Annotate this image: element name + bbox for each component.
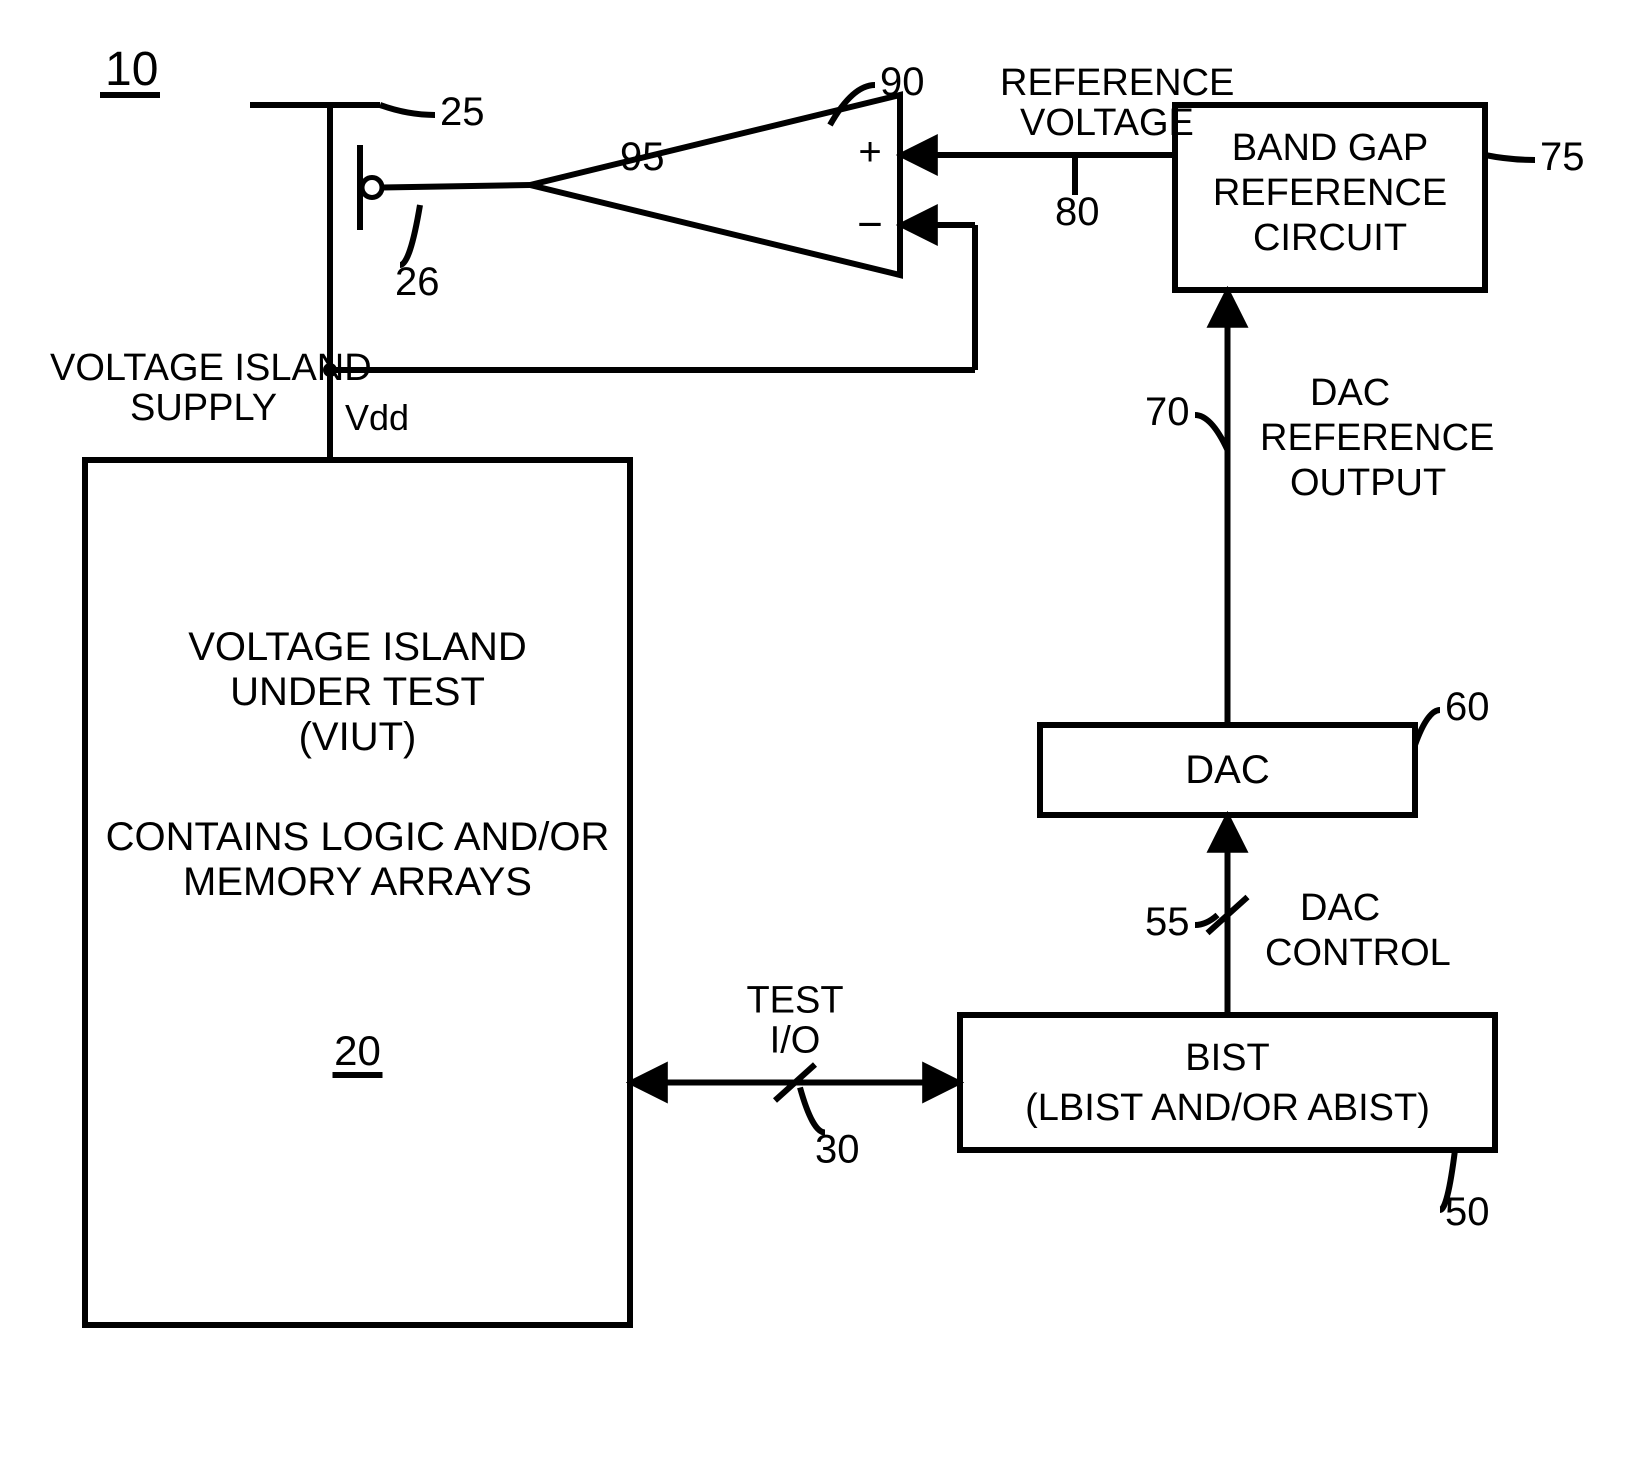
label-dacref-1: DAC: [1310, 372, 1390, 414]
label-testio-1: TEST: [746, 980, 843, 1022]
ref-60: 60: [1445, 685, 1490, 729]
ref-95: 95: [620, 135, 665, 179]
leader-26: [400, 205, 420, 265]
mosfet-bubble: [362, 178, 382, 198]
ref-70: 70: [1145, 390, 1190, 434]
label-vdd: Vdd: [345, 397, 409, 438]
label-dacref-2: REFERENCE: [1260, 417, 1494, 459]
label-vis-1: VOLTAGE ISLAND: [50, 347, 372, 389]
bist-box: [960, 1015, 1495, 1150]
ref-55: 55: [1145, 900, 1190, 944]
bist-text-2: (LBIST AND/OR ABIST): [1025, 1087, 1430, 1129]
ref-80: 80: [1055, 190, 1100, 234]
label-daccontrol-2: CONTROL: [1265, 932, 1451, 974]
leader-25: [380, 105, 435, 115]
leader-60: [1415, 710, 1440, 745]
label-refv-2: VOLTAGE: [1020, 102, 1194, 144]
bandgap-text-1: BAND GAP: [1232, 127, 1428, 169]
leader-75: [1485, 155, 1535, 160]
label-testio-2: I/O: [770, 1020, 821, 1062]
bandgap-text-3: CIRCUIT: [1253, 217, 1407, 259]
label-vis-2: SUPPLY: [130, 387, 277, 429]
ref-25: 25: [440, 90, 485, 134]
ref-90: 90: [880, 60, 925, 104]
ref-75: 75: [1540, 135, 1585, 179]
leader-30: [800, 1088, 825, 1133]
viut-text-5: MEMORY ARRAYS: [183, 860, 532, 904]
bist-text-1: BIST: [1185, 1037, 1269, 1079]
ref-50: 50: [1445, 1190, 1490, 1234]
viut-text-3: (VIUT): [299, 715, 417, 759]
wire-opamp-out: [382, 185, 530, 188]
label-dacref-3: OUTPUT: [1290, 462, 1446, 504]
figure-ref-10: 10: [105, 43, 158, 96]
opamp-plus: +: [858, 130, 881, 174]
viut-text-1: VOLTAGE ISLAND: [188, 625, 527, 669]
viut-text-2: UNDER TEST: [230, 670, 485, 714]
bandgap-text-2: REFERENCE: [1213, 172, 1447, 214]
dac-text: DAC: [1185, 748, 1269, 792]
opamp-triangle: [530, 95, 900, 275]
label-daccontrol-1: DAC: [1300, 887, 1380, 929]
viut-ref-20: 20: [334, 1027, 381, 1074]
viut-text-4: CONTAINS LOGIC AND/OR: [106, 815, 610, 859]
leader-70: [1195, 415, 1228, 450]
label-refv-1: REFERENCE: [1000, 62, 1234, 104]
opamp-minus: −: [857, 200, 883, 249]
